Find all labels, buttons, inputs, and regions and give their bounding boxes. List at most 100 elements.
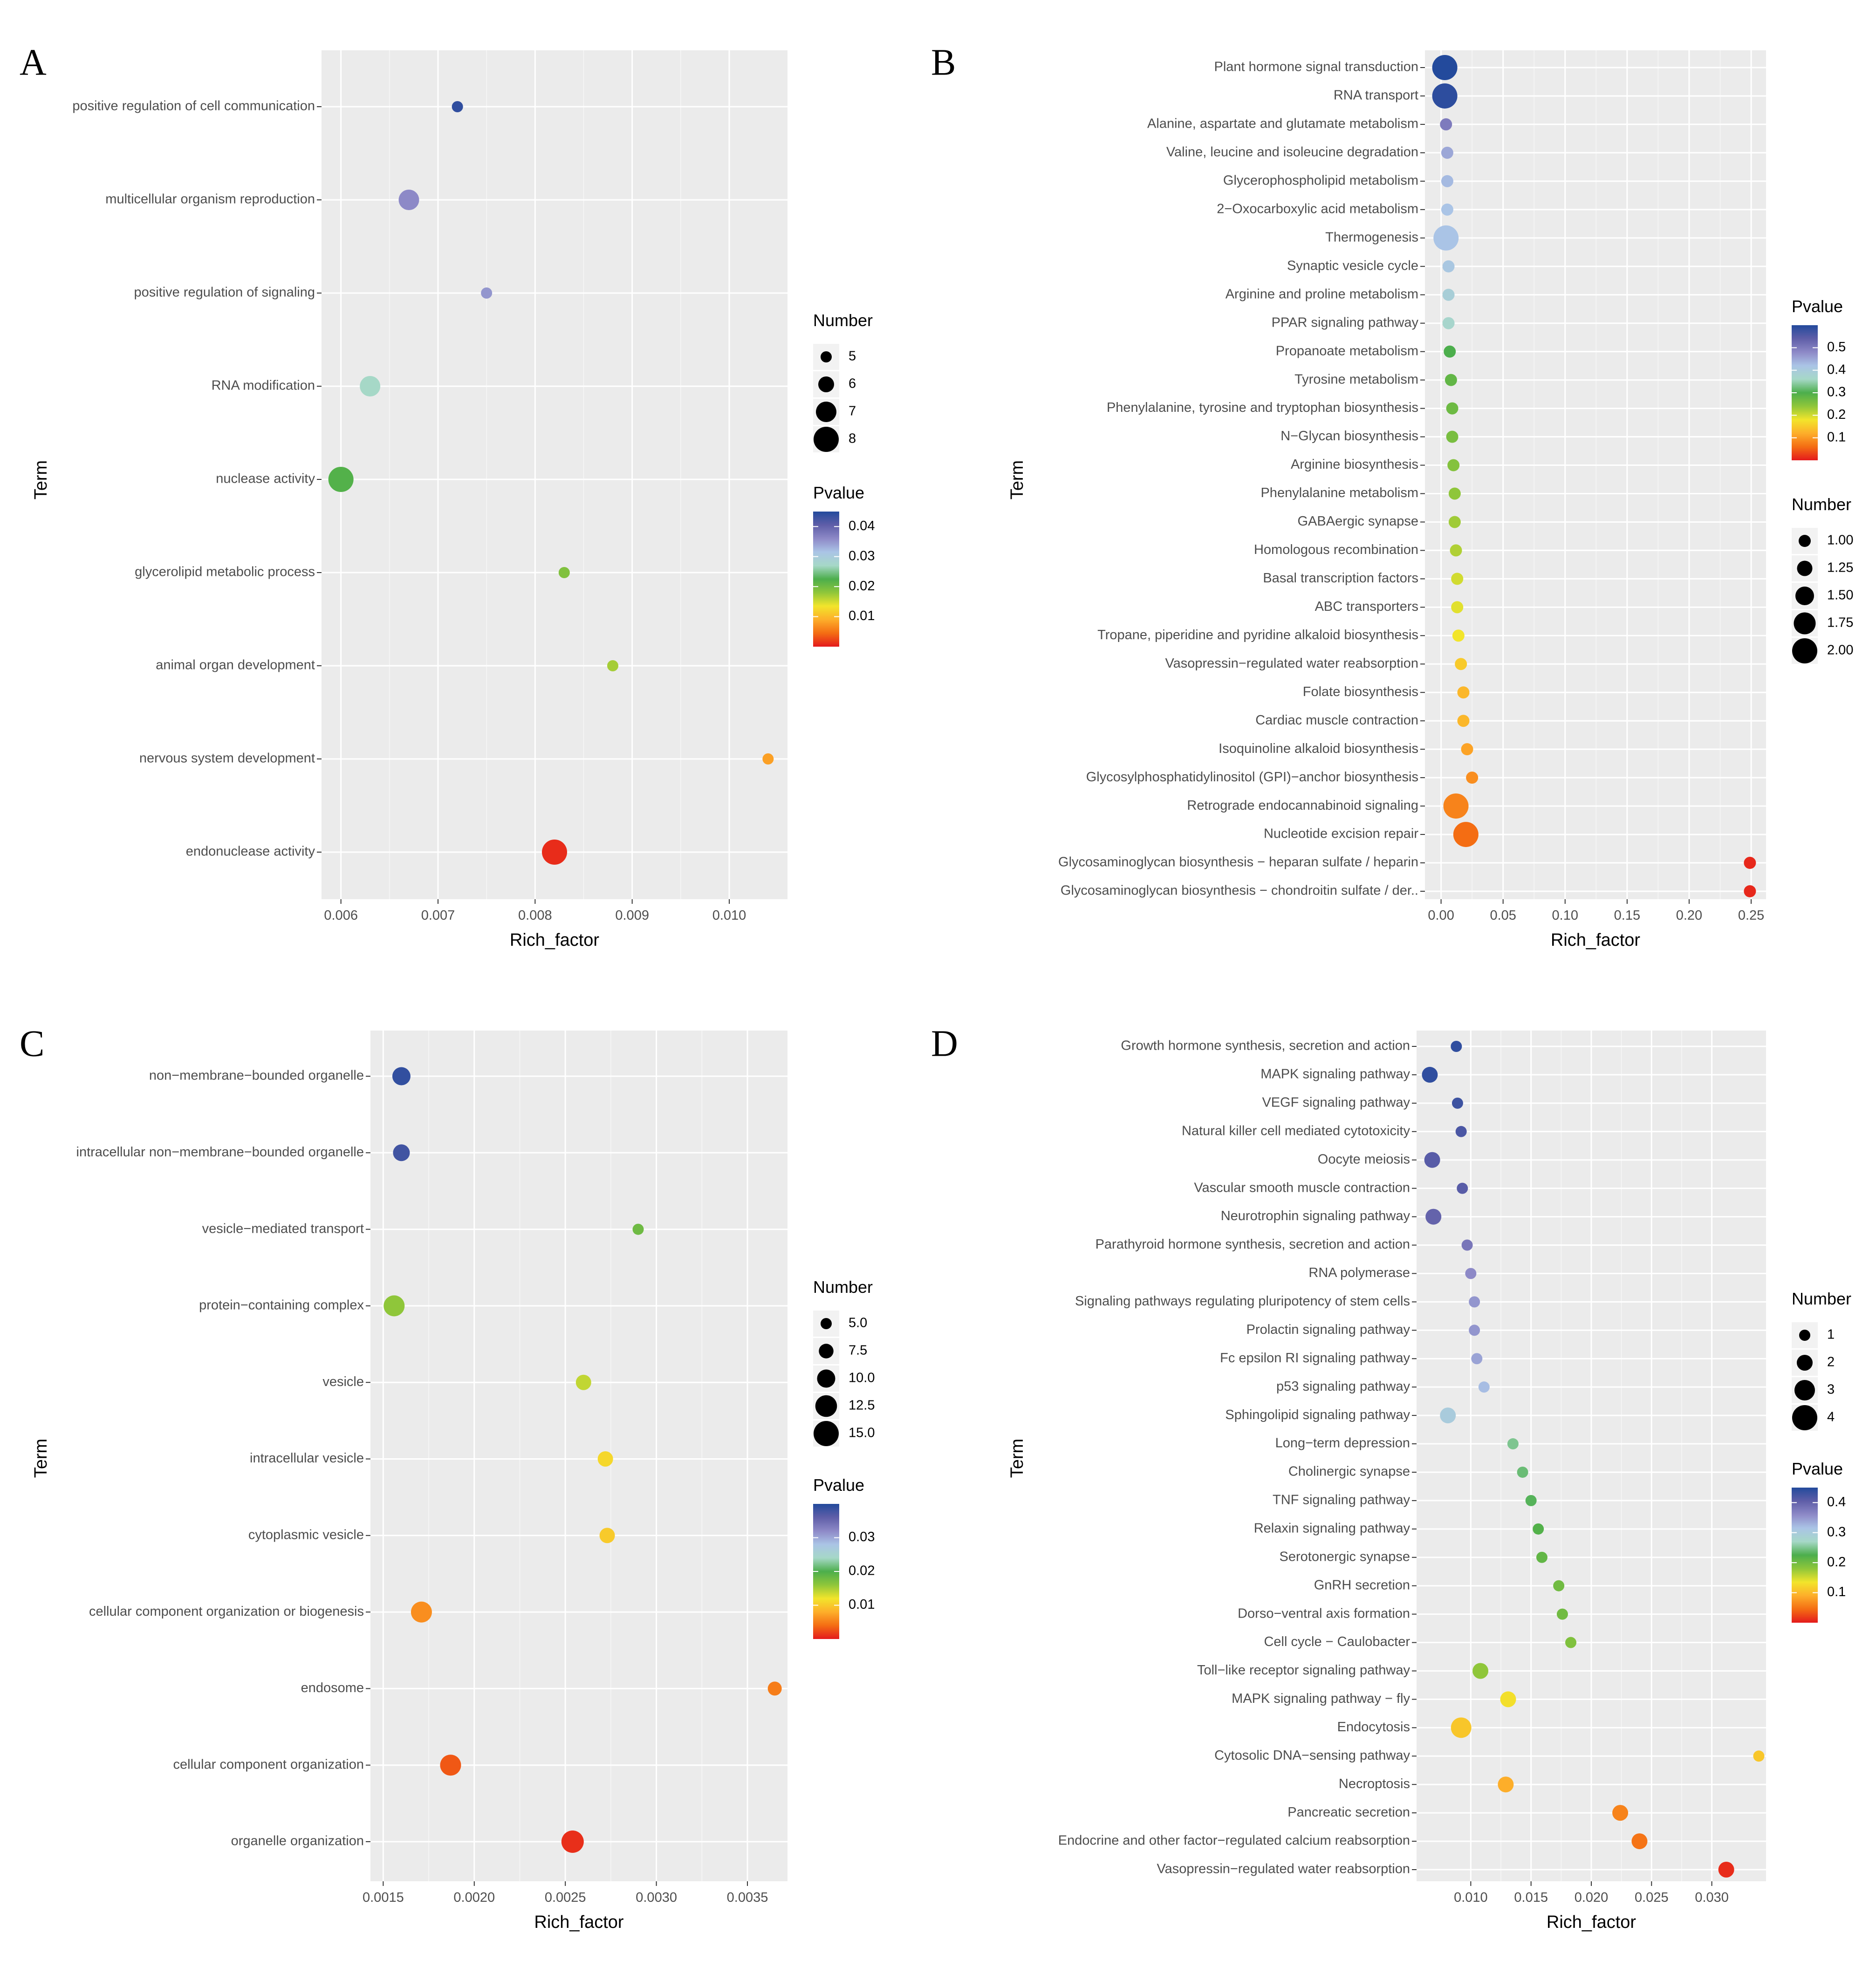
term-label: Fc epsilon RI signaling pathway	[1220, 1351, 1410, 1366]
term-label: animal organ development	[156, 658, 315, 673]
data-point	[1457, 686, 1470, 699]
x-tick-label: 0.0020	[453, 1890, 495, 1905]
term-label: Alanine, aspartate and glutamate metabol…	[1147, 116, 1418, 131]
term-label: Tyrosine metabolism	[1294, 372, 1418, 387]
y-axis-title: Term	[31, 1439, 51, 1478]
data-point	[1448, 516, 1461, 528]
pvalue-legend: Pvalue 0.04 0.03 0.02 0.01	[813, 483, 875, 647]
data-point	[1432, 83, 1458, 109]
number-legend-label: 5	[849, 349, 856, 364]
term-label: Necroptosis	[1339, 1776, 1410, 1791]
data-point	[607, 660, 618, 671]
data-point	[1525, 1495, 1537, 1506]
term-label: Sphingolipid signaling pathway	[1225, 1407, 1410, 1422]
data-point	[411, 1601, 432, 1623]
data-point	[632, 1223, 644, 1235]
data-point	[1440, 118, 1452, 130]
pvalue-legend-label: 0.02	[849, 579, 875, 594]
term-label: Vascular smooth muscle contraction	[1194, 1180, 1410, 1195]
data-point	[1446, 430, 1458, 443]
panel-a-letter: A	[20, 42, 47, 83]
number-legend-label: 1.75	[1827, 615, 1853, 630]
data-point	[393, 1144, 410, 1161]
term-label: Arginine and proline metabolism	[1226, 287, 1418, 301]
number-legend: Number 1.00 1.25 1.50 1.75 2.00	[1792, 495, 1853, 664]
data-point	[1450, 544, 1462, 557]
pvalue-legend-label: 0.04	[849, 519, 875, 533]
x-axis-title: Rich_factor	[510, 930, 600, 950]
term-label: cellular component organization or bioge…	[89, 1604, 364, 1619]
y-axis-title: Term	[1007, 460, 1027, 499]
number-legend-label: 2	[1827, 1355, 1835, 1370]
number-legend-label: 7.5	[849, 1343, 867, 1358]
data-point	[1455, 658, 1467, 670]
data-point	[1453, 822, 1479, 847]
term-label: MAPK signaling pathway − fly	[1232, 1691, 1410, 1706]
pvalue-legend-label: 0.3	[1827, 1524, 1846, 1539]
pvalue-legend: Pvalue 0.5 0.4 0.3 0.2 0.1	[1792, 297, 1846, 460]
data-point	[1461, 1239, 1473, 1251]
pvalue-legend: Pvalue 0.03 0.02 0.01	[813, 1475, 875, 1639]
term-label: Phenylalanine, tyrosine and tryptophan b…	[1107, 400, 1418, 415]
term-label: endonuclease activity	[186, 844, 315, 859]
panel-d: D 0.010 0.015 0.020 0.025 0.030 Growth hormone…	[931, 1023, 1851, 1932]
term-label: Signaling pathways regulating pluripoten…	[1075, 1294, 1410, 1309]
term-label: Endocrine and other factor−regulated cal…	[1058, 1833, 1410, 1848]
panel-b-background	[1425, 50, 1766, 899]
term-label: Cytosolic DNA−sensing pathway	[1214, 1748, 1410, 1763]
term-label: N−Glycan biosynthesis	[1280, 429, 1418, 444]
data-point	[597, 1451, 613, 1467]
term-label: Relaxin signaling pathway	[1254, 1521, 1410, 1536]
data-point	[481, 287, 493, 299]
data-point	[1425, 1209, 1442, 1225]
data-point	[767, 1681, 782, 1696]
legend-size-dot	[815, 1395, 837, 1417]
pvalue-legend-label: 0.2	[1827, 1555, 1846, 1570]
number-legend: Number 5.0 7.5 10.0 12.5 15.0	[813, 1277, 875, 1447]
term-label: positive regulation of cell communicatio…	[72, 99, 315, 114]
term-label: TNF signaling pathway	[1273, 1493, 1410, 1508]
x-tick-label: 0.0035	[727, 1890, 768, 1905]
term-label: Long−term depression	[1275, 1436, 1410, 1451]
term-label: Folate biosynthesis	[1303, 684, 1418, 699]
data-point	[1451, 573, 1464, 585]
x-axis-title: Rich_factor	[534, 1912, 624, 1932]
term-label: Valine, leucine and isoleucine degradati…	[1166, 145, 1418, 160]
term-label: Thermogenesis	[1325, 230, 1418, 245]
number-legend-label: 7	[849, 404, 856, 419]
legend-size-dot	[821, 351, 832, 362]
data-point	[1447, 459, 1460, 471]
x-tick-label: 0.0030	[636, 1890, 677, 1905]
x-tick-label: 0.008	[518, 908, 552, 923]
pvalue-legend-title: Pvalue	[1792, 1459, 1843, 1478]
legend-size-dot	[816, 402, 836, 422]
term-label: Plant hormone signal transduction	[1214, 60, 1418, 75]
pvalue-legend-label: 0.03	[849, 548, 875, 563]
data-point	[1433, 225, 1459, 251]
term-label: Synaptic vesicle cycle	[1287, 258, 1418, 273]
data-point	[1469, 1296, 1480, 1308]
number-legend-label: 1.25	[1827, 560, 1853, 575]
term-label: RNA modification	[212, 378, 315, 393]
data-point	[1471, 1353, 1483, 1365]
term-label: Cholinergic synapse	[1288, 1464, 1410, 1479]
data-point	[1424, 1152, 1440, 1168]
term-label: MAPK signaling pathway	[1260, 1067, 1410, 1082]
term-label: Propanoate metabolism	[1276, 343, 1418, 358]
x-axis-title: Rich_factor	[1547, 1912, 1636, 1932]
data-point	[762, 753, 774, 765]
term-label: Pancreatic secretion	[1287, 1805, 1410, 1820]
panel-d-letter: D	[931, 1023, 958, 1064]
number-legend-title: Number	[1792, 495, 1851, 514]
panel-c-background	[370, 1031, 787, 1881]
term-label: protein−containing complex	[199, 1298, 364, 1313]
data-point	[1446, 402, 1458, 415]
term-label: glycerolipid metabolic process	[135, 565, 315, 580]
data-point	[392, 1067, 411, 1086]
term-label: Prolactin signaling pathway	[1246, 1322, 1410, 1337]
term-label: Cardiac muscle contraction	[1255, 713, 1418, 728]
legend-size-dot	[814, 1421, 839, 1446]
data-point	[1631, 1833, 1648, 1850]
data-point	[1612, 1805, 1629, 1821]
